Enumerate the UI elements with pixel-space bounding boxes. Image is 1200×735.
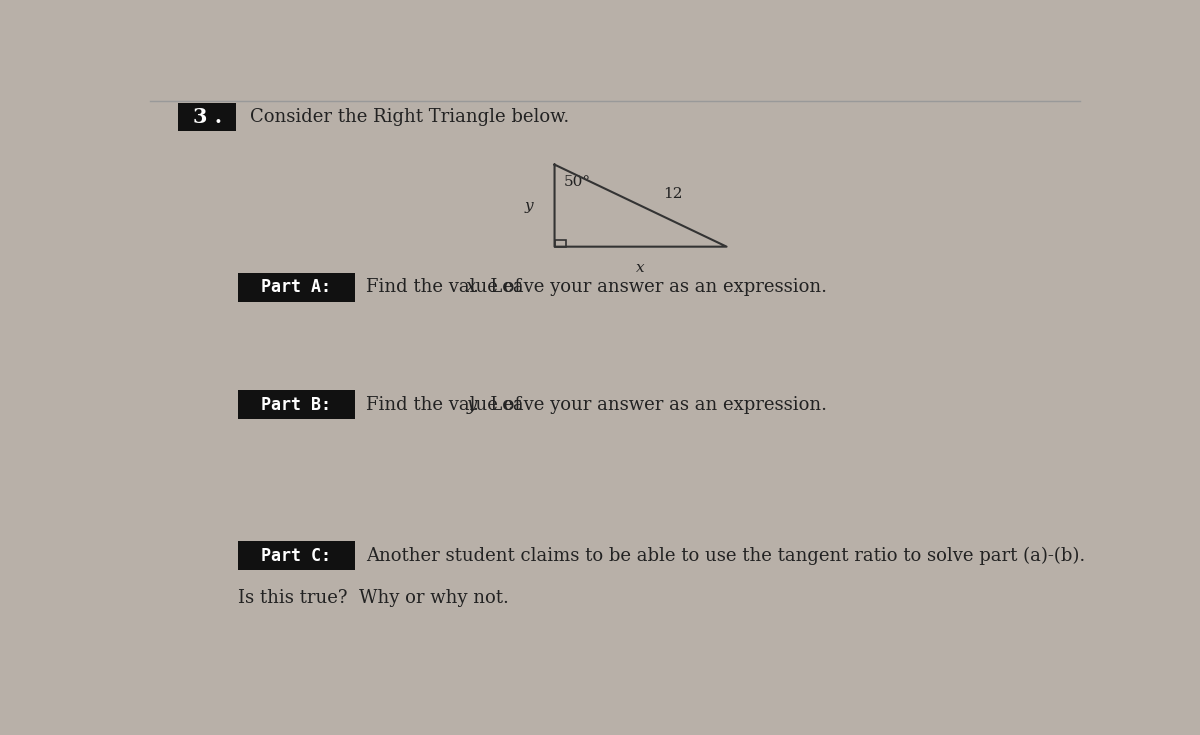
- Text: 12: 12: [664, 187, 683, 201]
- FancyBboxPatch shape: [239, 273, 355, 302]
- Text: 3 .: 3 .: [193, 107, 222, 127]
- Text: x: x: [636, 261, 644, 275]
- FancyBboxPatch shape: [178, 104, 236, 131]
- Text: y: y: [524, 198, 533, 212]
- Text: 50°: 50°: [564, 175, 590, 189]
- Bar: [554, 240, 565, 247]
- Text: Is this true?  Why or why not.: Is this true? Why or why not.: [239, 589, 509, 606]
- Text: x: x: [467, 279, 476, 296]
- Text: Find the value of: Find the value of: [366, 395, 527, 414]
- Text: Part B:: Part B:: [262, 395, 331, 414]
- Text: .  Leave your answer as an expression.: . Leave your answer as an expression.: [473, 395, 827, 414]
- Text: Find the value of: Find the value of: [366, 279, 527, 296]
- Text: Part A:: Part A:: [262, 279, 331, 296]
- FancyBboxPatch shape: [239, 541, 355, 570]
- Text: .  Leave your answer as an expression.: . Leave your answer as an expression.: [473, 279, 827, 296]
- Text: Consider the Right Triangle below.: Consider the Right Triangle below.: [251, 108, 570, 126]
- Text: y: y: [467, 395, 476, 414]
- Text: Part C:: Part C:: [262, 547, 331, 564]
- Text: Another student claims to be able to use the tangent ratio to solve part (a)-(b): Another student claims to be able to use…: [366, 547, 1085, 564]
- FancyBboxPatch shape: [239, 390, 355, 419]
